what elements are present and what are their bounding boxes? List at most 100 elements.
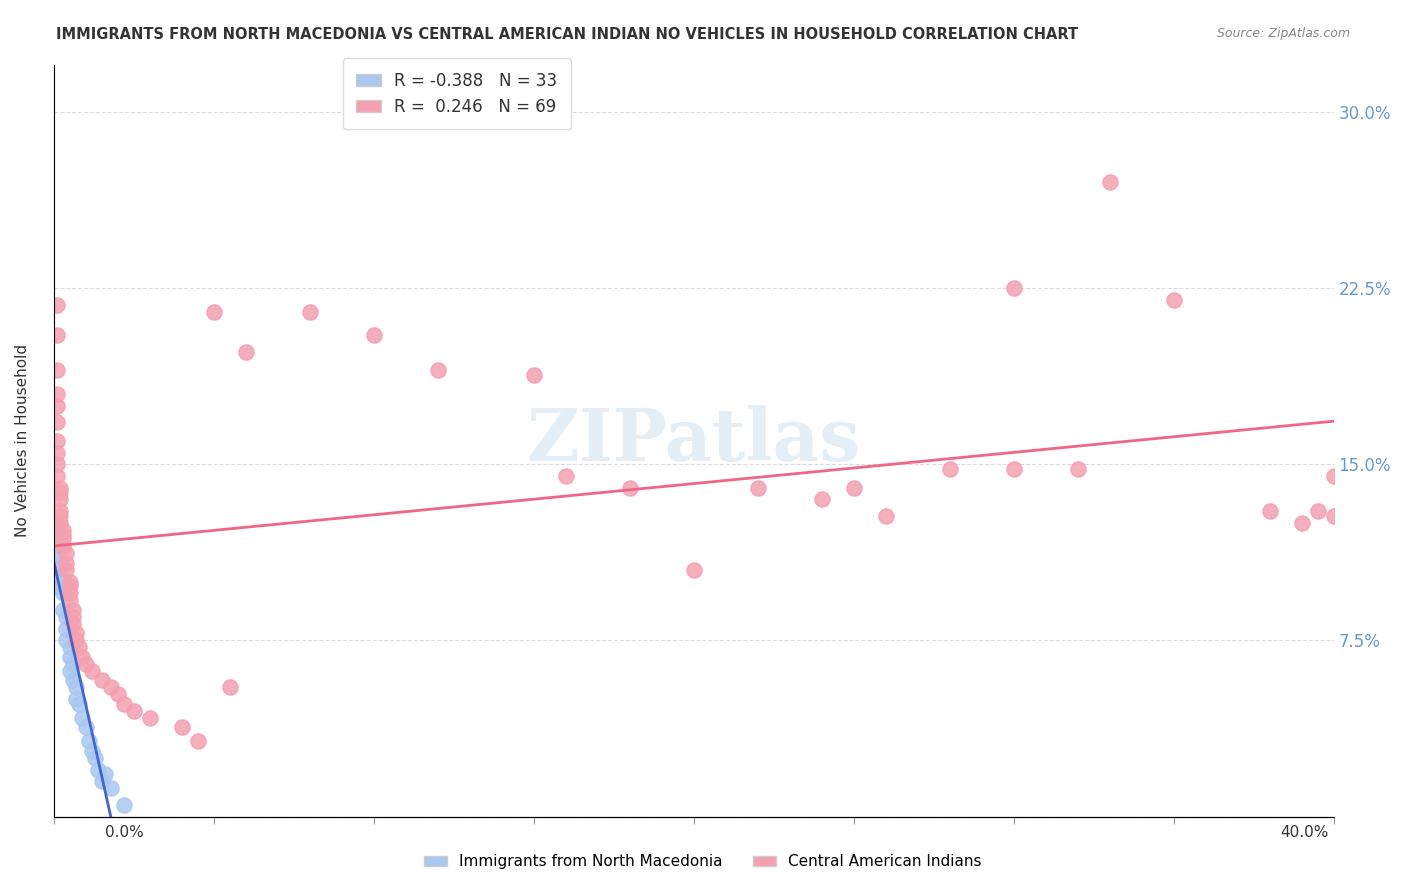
Point bbox=[1098, 176, 1121, 190]
Point bbox=[52, 603, 75, 617]
Point bbox=[45, 457, 67, 471]
Point bbox=[45, 399, 67, 413]
Point bbox=[90, 673, 112, 688]
Point bbox=[747, 481, 769, 495]
Point bbox=[84, 751, 107, 765]
Point bbox=[45, 297, 67, 311]
Point bbox=[67, 697, 90, 711]
Point bbox=[49, 485, 72, 500]
Point bbox=[1322, 508, 1344, 523]
Point bbox=[75, 657, 97, 671]
Point bbox=[682, 563, 704, 577]
Y-axis label: No Vehicles in Household: No Vehicles in Household bbox=[15, 344, 30, 537]
Point bbox=[810, 492, 832, 507]
Point bbox=[45, 386, 67, 401]
Point bbox=[138, 711, 160, 725]
Point bbox=[52, 586, 75, 600]
Point bbox=[100, 681, 122, 695]
Text: IMMIGRANTS FROM NORTH MACEDONIA VS CENTRAL AMERICAN INDIAN NO VEHICLES IN HOUSEH: IMMIGRANTS FROM NORTH MACEDONIA VS CENTR… bbox=[56, 27, 1078, 42]
Point bbox=[55, 556, 77, 570]
Point bbox=[49, 504, 72, 518]
Point bbox=[363, 328, 385, 343]
Point bbox=[59, 649, 82, 664]
Point bbox=[62, 603, 84, 617]
Point bbox=[619, 481, 641, 495]
Point bbox=[55, 622, 77, 636]
Point bbox=[49, 570, 72, 584]
Point bbox=[100, 781, 122, 796]
Point bbox=[1002, 281, 1025, 295]
Point bbox=[52, 523, 75, 537]
Point bbox=[59, 574, 82, 589]
Point bbox=[55, 633, 77, 648]
Point bbox=[62, 657, 84, 671]
Point bbox=[55, 547, 77, 561]
Point bbox=[94, 767, 117, 781]
Point bbox=[52, 527, 75, 541]
Point bbox=[90, 774, 112, 789]
Text: 0.0%: 0.0% bbox=[105, 825, 145, 840]
Point bbox=[62, 610, 84, 624]
Point bbox=[45, 434, 67, 448]
Point bbox=[1291, 516, 1313, 530]
Point bbox=[1322, 469, 1344, 483]
Point bbox=[45, 469, 67, 483]
Point bbox=[49, 516, 72, 530]
Point bbox=[426, 363, 449, 377]
Point bbox=[522, 368, 544, 382]
Point bbox=[59, 664, 82, 678]
Point bbox=[72, 711, 94, 725]
Point bbox=[67, 640, 90, 655]
Point bbox=[875, 508, 897, 523]
Point bbox=[77, 734, 100, 748]
Point bbox=[170, 720, 193, 734]
Point bbox=[62, 673, 84, 688]
Point bbox=[45, 328, 67, 343]
Point bbox=[45, 415, 67, 429]
Point bbox=[49, 481, 72, 495]
Point bbox=[45, 563, 67, 577]
Point bbox=[235, 344, 257, 359]
Point bbox=[112, 697, 135, 711]
Point bbox=[62, 617, 84, 632]
Point bbox=[49, 556, 72, 570]
Point bbox=[59, 579, 82, 593]
Point bbox=[122, 704, 145, 718]
Point bbox=[65, 633, 87, 648]
Text: Source: ZipAtlas.com: Source: ZipAtlas.com bbox=[1216, 27, 1350, 40]
Legend: Immigrants from North Macedonia, Central American Indians: Immigrants from North Macedonia, Central… bbox=[418, 848, 988, 875]
Text: 40.0%: 40.0% bbox=[1281, 825, 1329, 840]
Point bbox=[107, 687, 129, 701]
Point bbox=[49, 527, 72, 541]
Point bbox=[80, 664, 103, 678]
Point bbox=[55, 610, 77, 624]
Point bbox=[49, 508, 72, 523]
Point bbox=[45, 540, 67, 554]
Point bbox=[218, 681, 240, 695]
Point bbox=[112, 797, 135, 812]
Point bbox=[45, 579, 67, 593]
Point bbox=[202, 304, 225, 318]
Point bbox=[59, 586, 82, 600]
Point bbox=[1258, 504, 1281, 518]
Point bbox=[80, 744, 103, 758]
Point bbox=[65, 626, 87, 640]
Point bbox=[187, 734, 209, 748]
Point bbox=[45, 363, 67, 377]
Point bbox=[1306, 504, 1329, 518]
Point bbox=[87, 763, 110, 777]
Point bbox=[298, 304, 321, 318]
Point bbox=[59, 640, 82, 655]
Point bbox=[65, 692, 87, 706]
Point bbox=[52, 574, 75, 589]
Point bbox=[1163, 293, 1185, 307]
Point bbox=[55, 563, 77, 577]
Point bbox=[45, 516, 67, 530]
Point bbox=[842, 481, 865, 495]
Point bbox=[75, 720, 97, 734]
Point bbox=[45, 445, 67, 459]
Point bbox=[49, 540, 72, 554]
Legend: R = -0.388   N = 33, R =  0.246   N = 69: R = -0.388 N = 33, R = 0.246 N = 69 bbox=[343, 58, 571, 129]
Point bbox=[1066, 462, 1088, 476]
Point bbox=[65, 681, 87, 695]
